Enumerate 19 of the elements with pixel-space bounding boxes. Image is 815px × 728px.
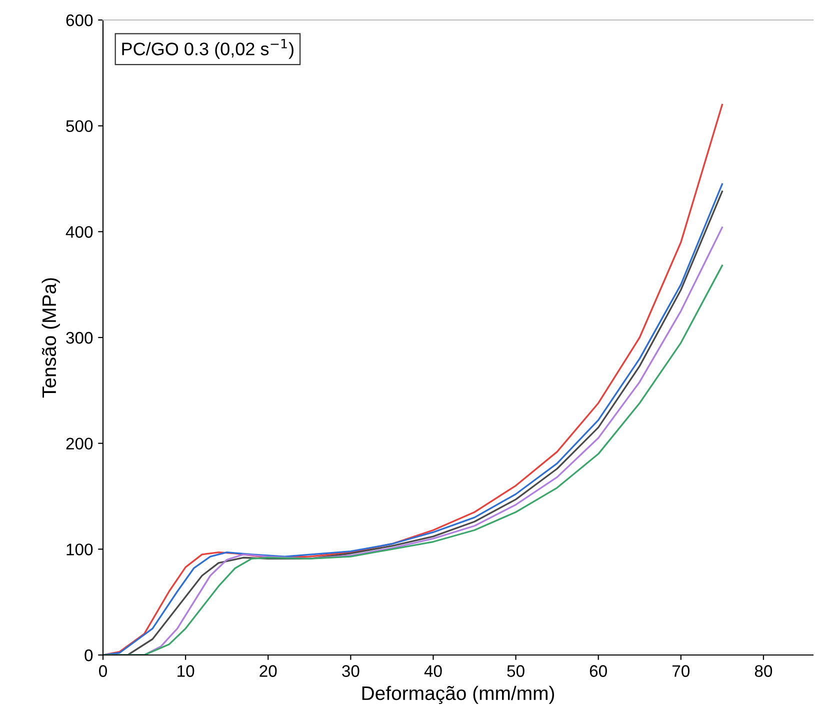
x-tick-label: 0 xyxy=(99,665,107,677)
x-tick-label: 70 xyxy=(672,665,690,677)
x-tick-label: 50 xyxy=(507,665,524,677)
x-tick-label: 80 xyxy=(754,665,772,677)
y-tick-label: 400 xyxy=(66,226,93,238)
x-tick-label: 10 xyxy=(178,665,194,677)
y-tick-label: 100 xyxy=(66,544,93,556)
y-axis-title: Tensão (MPa) xyxy=(42,278,60,398)
x-tick-label: 60 xyxy=(590,665,607,677)
y-tick-label: 200 xyxy=(66,438,93,450)
x-tick-label: 30 xyxy=(342,665,360,677)
x-axis-title: Deformação (mm/mm) xyxy=(362,686,554,704)
x-tick-label: 40 xyxy=(424,665,442,677)
annotation: PC/GO 0.3 (0,02 s$^{−1}$) xyxy=(122,39,294,59)
y-tick-label: 0 xyxy=(84,649,93,662)
y-tick-label: 600 xyxy=(66,14,93,26)
y-tick-label: 300 xyxy=(66,332,93,344)
x-tick-label: 20 xyxy=(260,665,277,677)
y-tick-label: 500 xyxy=(66,120,93,132)
